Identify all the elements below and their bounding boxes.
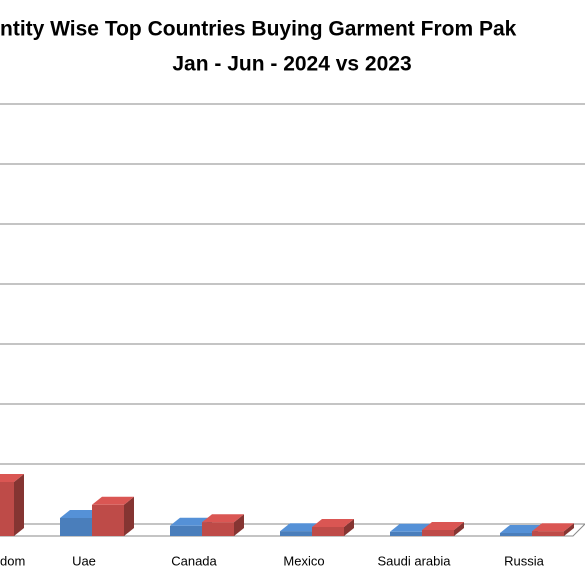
chart-title: ntity Wise Top Countries Buying Garment …	[0, 18, 517, 41]
bar-top	[532, 523, 574, 532]
bar	[60, 518, 92, 536]
bar	[92, 504, 124, 536]
bar-side	[124, 496, 134, 536]
bar-side	[14, 474, 24, 536]
bar-side	[454, 522, 464, 536]
x-tick-label: Saudi arabia	[378, 553, 452, 568]
bar-top	[422, 522, 464, 530]
bar	[0, 482, 14, 536]
bar-side	[344, 519, 354, 536]
x-tick-label: Canada	[171, 553, 217, 568]
bar-side	[234, 514, 244, 536]
bar-top	[312, 519, 354, 527]
bar-top	[170, 517, 212, 526]
bar	[170, 525, 202, 536]
bar	[280, 531, 312, 536]
bar-side	[564, 523, 574, 536]
x-tick-label: dom	[0, 553, 25, 568]
bar-top	[92, 496, 134, 505]
floor	[0, 523, 585, 537]
bar-top	[0, 474, 24, 482]
bar-top	[60, 510, 102, 518]
bar	[422, 530, 454, 536]
bar-top	[280, 523, 322, 532]
bar	[312, 527, 344, 536]
bar	[202, 522, 234, 536]
bar	[500, 533, 532, 536]
bar-top	[202, 514, 244, 523]
bar-top	[390, 523, 432, 532]
bar	[390, 531, 422, 536]
chart-subtitle: Jan - Jun - 2024 vs 2023	[172, 53, 411, 76]
bar	[532, 531, 564, 536]
x-tick-label: Uae	[72, 553, 96, 568]
bar-top	[500, 525, 542, 533]
x-tick-label: Mexico	[283, 553, 324, 568]
x-tick-label: Russia	[504, 553, 545, 568]
